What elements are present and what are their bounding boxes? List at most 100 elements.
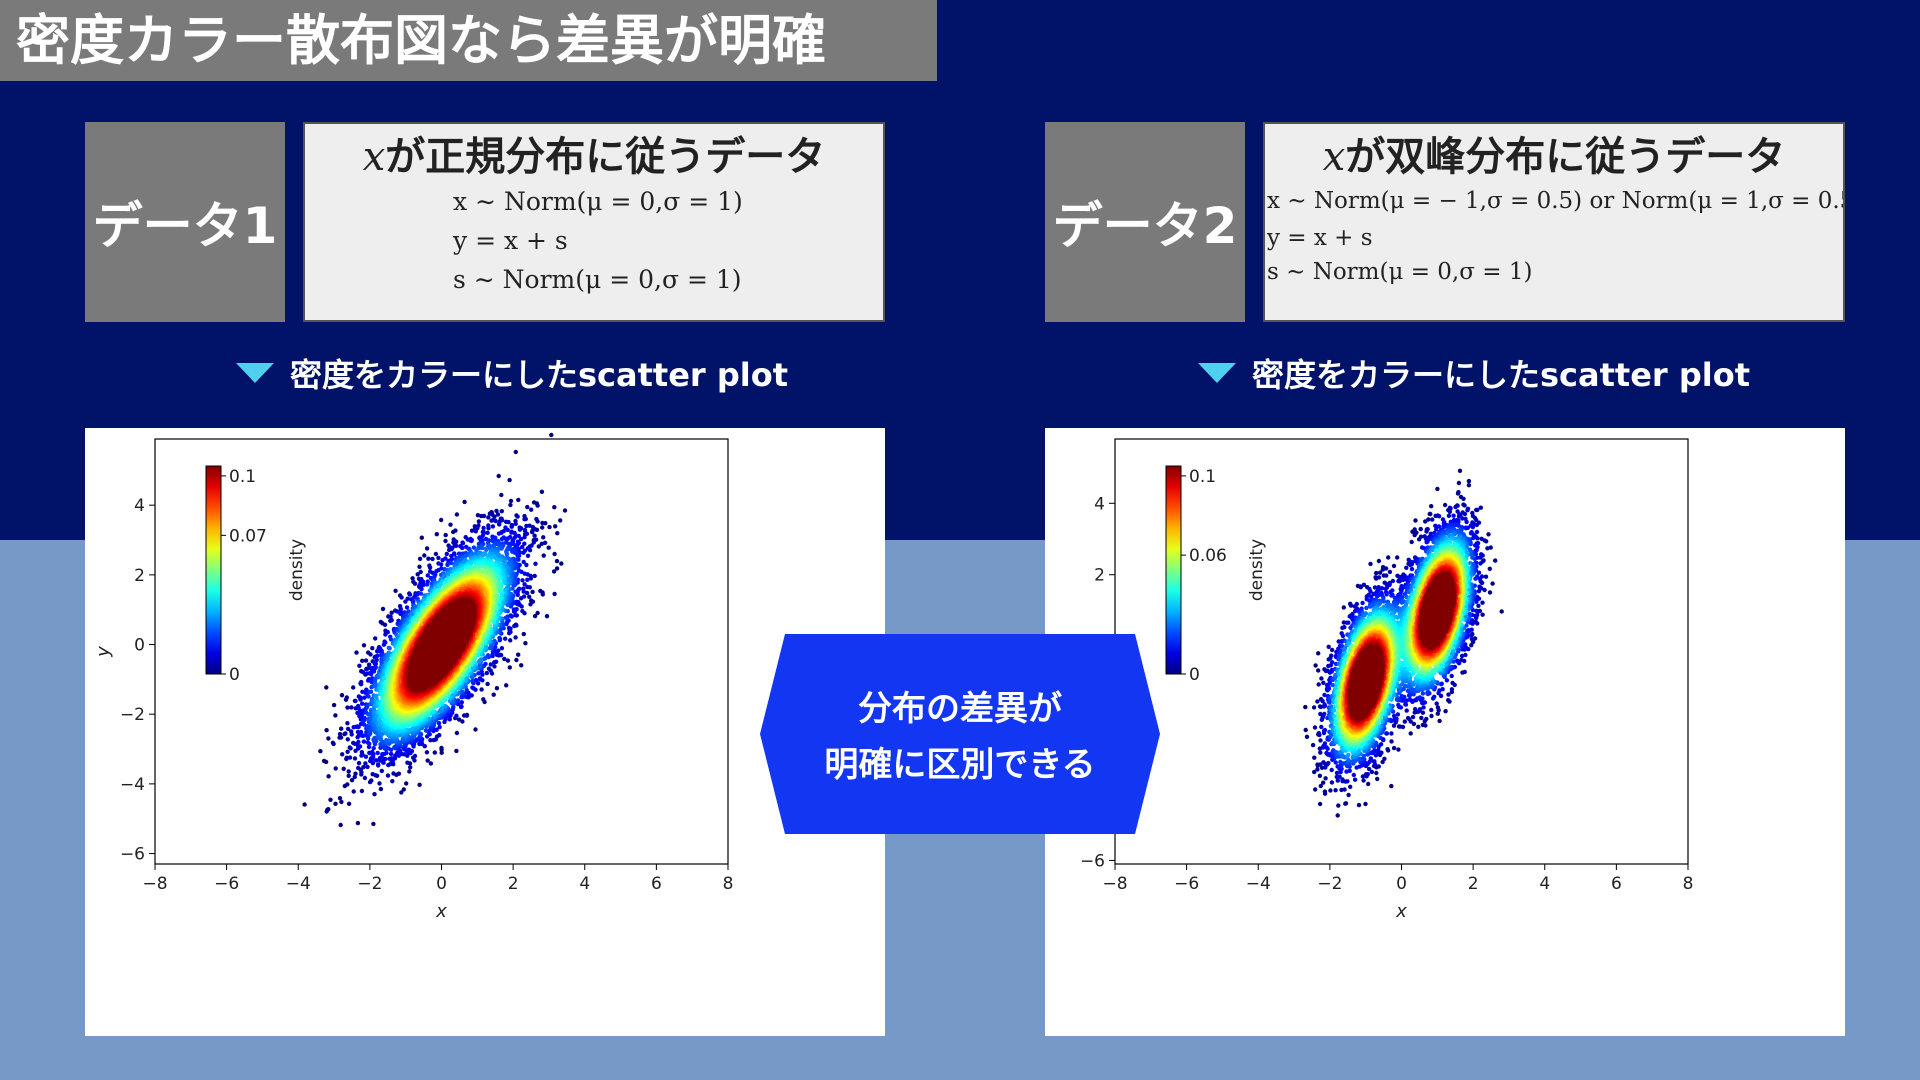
data-point (497, 635, 502, 641)
data-point (353, 698, 358, 704)
data-point (425, 582, 430, 587)
data-point (544, 614, 550, 619)
data-point (434, 734, 440, 739)
data-point (454, 512, 460, 517)
data-point (525, 504, 530, 510)
data-point (496, 531, 502, 536)
data-point (318, 749, 323, 754)
data-point (368, 652, 373, 657)
data-point (355, 729, 361, 735)
data-point (370, 749, 375, 755)
data1-formula-line-3: s ∼ Norm(μ = 0,σ = 1) (453, 265, 742, 294)
data-point (552, 505, 557, 510)
data-point (426, 556, 431, 561)
data-point (469, 538, 474, 544)
data-point (341, 766, 346, 771)
data-point (349, 705, 354, 710)
data-point (491, 692, 496, 697)
data-point (511, 582, 516, 588)
data-point (424, 546, 430, 551)
data-point (461, 559, 467, 565)
data-point (415, 572, 420, 577)
data-point (499, 509, 504, 514)
data-point (520, 544, 525, 550)
data-point (558, 518, 563, 523)
data-point (453, 543, 459, 548)
data-point (459, 704, 464, 709)
data-point (525, 553, 531, 558)
data-point (338, 822, 343, 828)
data-point (497, 522, 502, 527)
data-point (428, 761, 434, 766)
data-point (344, 695, 349, 700)
data-point (505, 658, 511, 663)
data-point (443, 556, 448, 561)
data-point (470, 678, 475, 684)
data-point (449, 556, 455, 562)
data-point (524, 523, 529, 529)
data-point (408, 765, 413, 770)
data-point (480, 545, 485, 551)
data-point (511, 607, 517, 612)
data-point (533, 561, 538, 566)
data-point (540, 525, 545, 530)
data-point (437, 724, 442, 730)
data-point (508, 498, 514, 504)
data2-formula-box: xが双峰分布に従うデータ x ∼ Norm(μ = − 1,σ = 0.5) o… (1263, 122, 1845, 322)
data-point (417, 564, 422, 569)
data-point (476, 671, 481, 676)
data1-heading-x: x (362, 134, 386, 180)
data-point (361, 765, 366, 770)
data-point (541, 553, 546, 558)
data-point (519, 663, 524, 668)
data-point (485, 681, 490, 687)
scatter-points (302, 432, 568, 828)
data2-caption-text: 密度をカラーにしたscatter plot (1252, 356, 1750, 394)
data-point (555, 531, 560, 536)
data-point (384, 750, 389, 756)
data-point (523, 641, 528, 646)
data-point (363, 761, 368, 766)
data-point (328, 797, 333, 802)
data-point (362, 695, 367, 700)
data1-caption: 密度をカラーにしたscatter plot (236, 350, 788, 396)
data-point (461, 713, 467, 718)
data-point (531, 500, 537, 505)
data-point (541, 535, 546, 540)
data-point (399, 595, 404, 600)
data-point (337, 796, 343, 801)
data-point (360, 701, 365, 706)
data-point (365, 736, 371, 741)
data-point (439, 705, 445, 711)
data-point (538, 588, 543, 594)
data-point (383, 756, 388, 762)
data-point (419, 535, 424, 540)
data-point (542, 540, 548, 545)
data-point (535, 503, 540, 508)
data-point (373, 665, 378, 670)
data-point (486, 515, 491, 520)
data-point (387, 646, 392, 651)
data-point (525, 584, 530, 590)
data-point (372, 735, 377, 741)
data-point (360, 658, 365, 663)
data-point (452, 552, 457, 557)
data-point (369, 679, 374, 685)
data-point (412, 753, 418, 759)
data-point (494, 686, 500, 691)
data-point (427, 565, 433, 570)
data-point (547, 524, 552, 530)
data-point (375, 762, 381, 767)
data-point (447, 717, 452, 722)
data-point (539, 541, 544, 546)
data2-caption: 密度をカラーにしたscatter plot (1198, 350, 1750, 396)
data-point (432, 750, 437, 755)
data-point (488, 662, 493, 667)
data-point (521, 550, 526, 555)
data-point (372, 792, 377, 797)
data-point (529, 598, 534, 603)
data-point (503, 636, 508, 641)
data-point (522, 528, 528, 534)
data-point (562, 508, 568, 513)
data-point (388, 614, 393, 619)
